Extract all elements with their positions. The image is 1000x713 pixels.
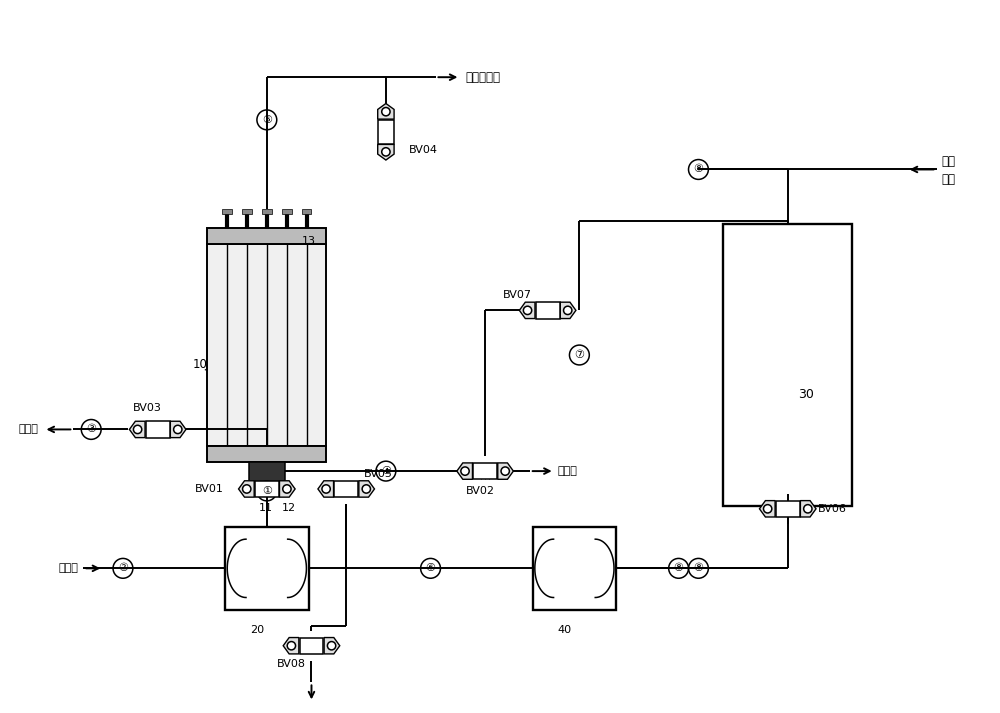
Text: ⑦: ⑦ — [574, 350, 584, 360]
Text: 12: 12 — [282, 503, 296, 513]
Circle shape — [283, 485, 291, 493]
Text: ⑧: ⑧ — [693, 165, 703, 175]
Text: 10: 10 — [192, 359, 207, 371]
Text: 进液口: 进液口 — [58, 563, 78, 573]
Text: ⑥: ⑥ — [426, 563, 436, 573]
Bar — [242, 209, 252, 214]
Text: ①: ① — [262, 486, 272, 496]
Text: BV05: BV05 — [364, 469, 393, 479]
Circle shape — [327, 642, 336, 650]
Circle shape — [564, 306, 572, 314]
Text: ③: ③ — [86, 424, 96, 434]
Bar — [222, 209, 232, 214]
Circle shape — [523, 306, 532, 314]
Bar — [334, 481, 358, 497]
Polygon shape — [759, 501, 775, 517]
Text: BV02: BV02 — [466, 486, 495, 496]
Text: BV03: BV03 — [133, 403, 162, 413]
Text: 11: 11 — [259, 503, 273, 513]
Circle shape — [763, 505, 772, 513]
Text: 压缩空气口: 压缩空气口 — [465, 71, 500, 83]
Circle shape — [174, 425, 182, 434]
Bar — [533, 527, 616, 610]
Circle shape — [382, 148, 390, 156]
Bar — [473, 463, 497, 479]
Text: ④: ④ — [381, 466, 391, 476]
Text: 30: 30 — [798, 388, 814, 401]
Circle shape — [322, 485, 330, 493]
Text: BV04: BV04 — [409, 145, 438, 155]
Polygon shape — [318, 481, 334, 497]
Circle shape — [461, 467, 469, 476]
Polygon shape — [129, 421, 145, 438]
Text: ⑧: ⑧ — [674, 563, 684, 573]
Bar — [776, 501, 800, 517]
Bar — [207, 446, 326, 462]
Text: BV07: BV07 — [503, 290, 532, 300]
Bar — [378, 120, 394, 144]
Bar — [207, 228, 326, 244]
Bar — [146, 421, 170, 438]
Text: ⑤: ⑤ — [262, 115, 272, 125]
Circle shape — [287, 642, 296, 650]
Text: 水口: 水口 — [942, 173, 956, 186]
Polygon shape — [283, 637, 299, 654]
Text: 排污口: 排污口 — [19, 424, 39, 434]
Text: ②: ② — [118, 563, 128, 573]
Polygon shape — [239, 481, 254, 497]
Polygon shape — [378, 145, 394, 160]
Polygon shape — [170, 421, 186, 438]
Text: 自来: 自来 — [942, 155, 956, 168]
Polygon shape — [359, 481, 374, 497]
Bar — [225, 527, 309, 610]
Bar — [302, 209, 311, 214]
Circle shape — [804, 505, 812, 513]
Polygon shape — [324, 637, 340, 654]
Text: 13: 13 — [302, 236, 316, 246]
Text: BV01: BV01 — [195, 484, 224, 494]
Text: 40: 40 — [557, 625, 572, 635]
Polygon shape — [279, 481, 295, 497]
Bar — [300, 637, 323, 654]
Circle shape — [382, 108, 390, 116]
Text: BV06: BV06 — [818, 504, 846, 514]
Text: BV08: BV08 — [277, 659, 306, 669]
Bar — [249, 462, 285, 482]
Polygon shape — [498, 463, 513, 479]
Bar — [282, 209, 292, 214]
Polygon shape — [457, 463, 472, 479]
Circle shape — [501, 467, 509, 476]
Polygon shape — [378, 103, 394, 119]
Circle shape — [243, 485, 251, 493]
Bar — [255, 481, 279, 497]
Text: 产水口: 产水口 — [558, 466, 577, 476]
Bar — [262, 209, 272, 214]
Text: 20: 20 — [250, 625, 264, 635]
Bar — [723, 224, 852, 506]
Circle shape — [133, 425, 142, 434]
Circle shape — [362, 485, 370, 493]
Polygon shape — [800, 501, 816, 517]
Bar — [536, 302, 560, 319]
Polygon shape — [519, 302, 535, 319]
Polygon shape — [560, 302, 576, 319]
Bar — [207, 244, 326, 446]
Text: ⑧: ⑧ — [693, 563, 703, 573]
